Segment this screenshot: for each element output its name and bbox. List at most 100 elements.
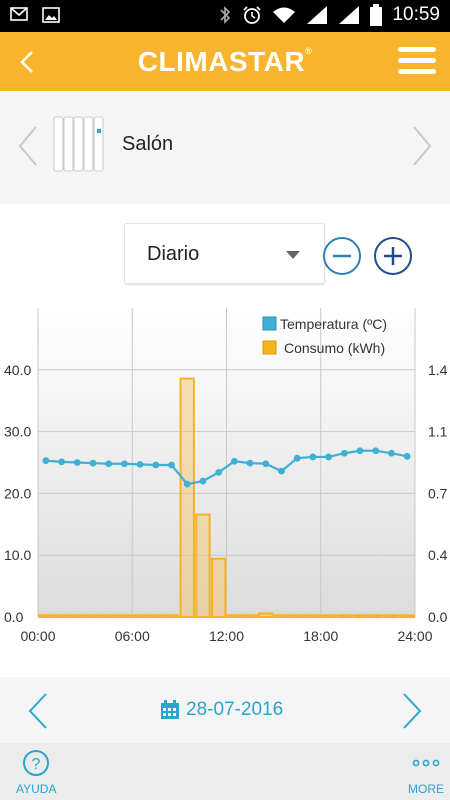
- consumption-bar: [383, 614, 400, 618]
- consumption-bar: [101, 614, 117, 618]
- help-icon: ?: [23, 750, 50, 776]
- temperature-point: [340, 449, 348, 457]
- x-tick-label: 12:00: [209, 628, 244, 644]
- left-tick-label: 30.0: [4, 424, 31, 440]
- consumption-bar: [320, 614, 337, 618]
- consumption-bar: [38, 614, 54, 618]
- temperature-point: [388, 449, 395, 457]
- device-selector: Salón: [0, 91, 450, 204]
- consumption-bar: [399, 614, 415, 618]
- left-tick-label: 20.0: [4, 485, 31, 501]
- calendar-icon: [161, 700, 179, 719]
- back-icon[interactable]: [10, 42, 46, 82]
- consumption-bar: [116, 614, 133, 618]
- consumption-bar: [226, 614, 243, 618]
- temperature-point: [246, 459, 254, 467]
- app-header: CLIMASTAR®: [0, 32, 450, 91]
- svg-text:?: ?: [32, 756, 41, 773]
- consumption-bar: [132, 614, 148, 618]
- battery-icon: [370, 4, 383, 26]
- brand-logo: CLIMASTAR®: [137, 46, 313, 77]
- consumption-bar: [305, 614, 321, 618]
- radiator-icon: [53, 116, 104, 172]
- right-tick-label: 1.1: [428, 424, 448, 440]
- temperature-point: [215, 468, 223, 476]
- next-date-icon[interactable]: [398, 691, 428, 731]
- temperature-point: [105, 460, 113, 468]
- legend-swatch-consumption: [262, 340, 277, 355]
- consumption-bar: [336, 614, 352, 618]
- consumption-bar: [195, 513, 211, 619]
- signal-2-icon: [339, 6, 360, 24]
- temperature-point: [356, 447, 364, 455]
- consumption-bar: [85, 614, 101, 618]
- consumption-chart: 00:00 06:00 12:00 18:00 24:00 0.0 10.0 20.0 30.0…: [4, 308, 448, 644]
- consumption-bar: [352, 614, 368, 618]
- date-navigation: 28-07-2016: [0, 677, 450, 743]
- x-tick-label: 18:00: [303, 628, 338, 644]
- temperature-point: [136, 460, 144, 468]
- consumption-bar: [69, 614, 85, 618]
- next-device-icon[interactable]: [408, 121, 438, 171]
- temperature-point: [89, 459, 97, 467]
- temperature-point: [293, 454, 301, 462]
- more-button[interactable]: MORE: [408, 749, 444, 796]
- x-tick-label: 24:00: [397, 628, 432, 644]
- temperature-point: [42, 457, 50, 465]
- temperature-point: [168, 461, 175, 469]
- temperature-point: [58, 458, 65, 466]
- more-icon: [412, 759, 440, 767]
- signal-icon: [307, 6, 328, 24]
- chevron-down-icon: [286, 251, 300, 259]
- device-name: Salón: [122, 133, 174, 155]
- right-tick-label: 1.4: [428, 362, 448, 378]
- alarm-icon: [243, 6, 262, 24]
- previous-device-icon[interactable]: [12, 121, 42, 171]
- temperature-point: [325, 453, 333, 461]
- temperature-point: [309, 453, 317, 461]
- status-bar: 10:59: [0, 0, 450, 32]
- legend-label-consumption: Consumo (kWh): [284, 340, 385, 356]
- temperature-point: [152, 461, 160, 469]
- temperature-point: [73, 459, 81, 466]
- temperature-point: [403, 452, 411, 460]
- previous-date-icon[interactable]: [22, 691, 52, 731]
- consumption-bar: [258, 612, 274, 618]
- temperature-point: [199, 477, 207, 485]
- x-tick-label: 00:00: [20, 628, 55, 644]
- temperature-point: [262, 460, 270, 468]
- right-tick-label: 0.0: [428, 609, 448, 625]
- legend-swatch-temperature: [262, 316, 277, 331]
- consumption-bar: [210, 557, 227, 618]
- consumption-bar: [148, 614, 164, 618]
- left-tick-label: 10.0: [4, 547, 31, 563]
- zoom-out-button[interactable]: [322, 236, 362, 276]
- consumption-bar: [368, 614, 384, 618]
- x-tick-label: 06:00: [115, 628, 150, 644]
- legend-label-temperature: Temperatura (ºC): [280, 316, 387, 332]
- image-icon: [42, 7, 60, 23]
- right-tick-label: 0.4: [428, 547, 448, 563]
- wifi-icon: [273, 7, 296, 23]
- consumption-bar: [242, 614, 258, 618]
- consumption-bar: [179, 377, 195, 618]
- temperature-point: [372, 447, 380, 455]
- help-button[interactable]: ? AYUDA: [16, 749, 56, 796]
- zoom-in-button[interactable]: [373, 236, 413, 276]
- bluetooth-icon: [220, 6, 231, 24]
- right-tick-label: 0.7: [428, 485, 448, 501]
- help-label: AYUDA: [16, 782, 57, 796]
- consumption-bar: [273, 614, 290, 618]
- mail-icon: [10, 7, 28, 21]
- bottom-bar: ? AYUDA MORE: [0, 743, 450, 800]
- date-label: 28-07-2016: [186, 699, 284, 720]
- date-display[interactable]: 28-07-2016: [160, 699, 283, 721]
- temperature-point: [230, 457, 238, 465]
- consumption-bar: [53, 614, 70, 618]
- temperature-point: [183, 480, 191, 488]
- more-label: MORE: [408, 782, 444, 796]
- left-tick-label: 40.0: [4, 362, 31, 378]
- left-tick-label: 0.0: [4, 609, 24, 625]
- period-select[interactable]: Diario: [124, 223, 325, 284]
- menu-icon[interactable]: [398, 47, 436, 77]
